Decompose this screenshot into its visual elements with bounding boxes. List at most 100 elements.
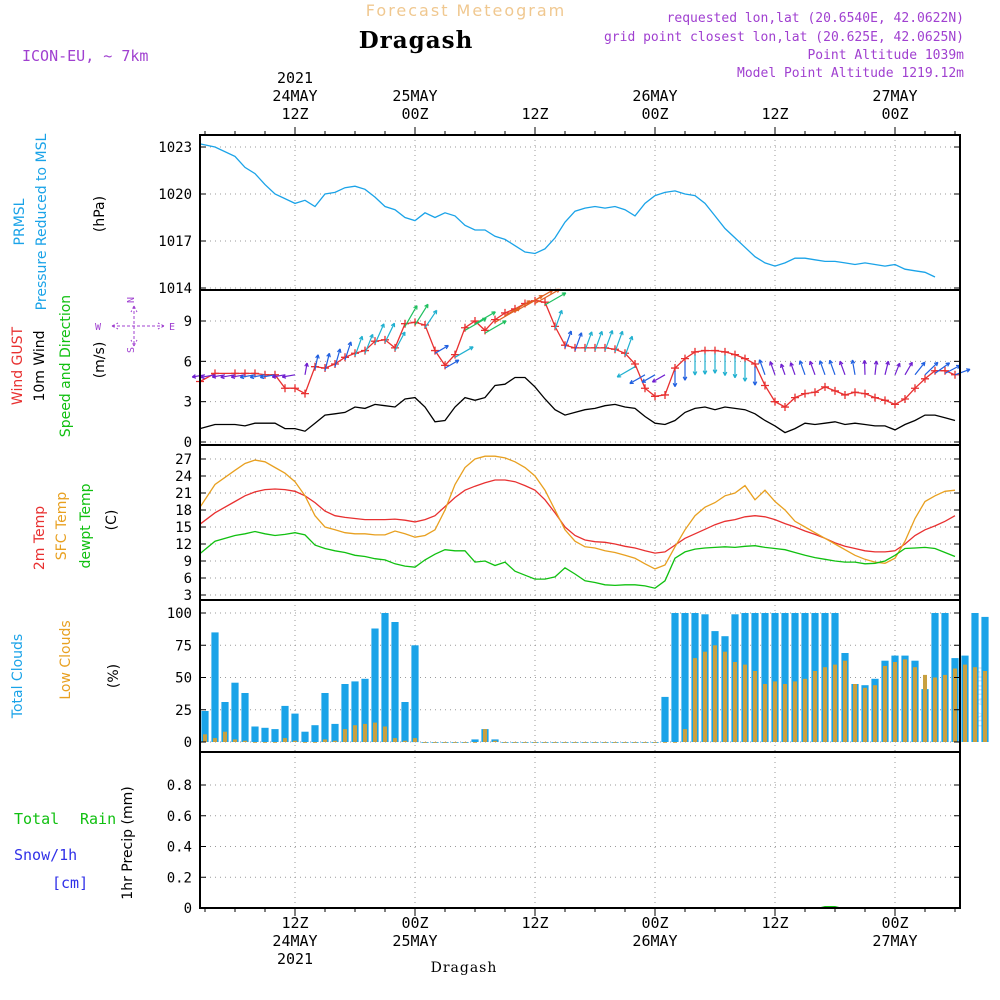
model-altitude: Model Point Altitude 1219.12m (737, 66, 964, 81)
low-cloud-bar (933, 677, 937, 742)
wind-gust-marker (611, 345, 619, 354)
low-cloud-bar (573, 742, 577, 743)
wind-direction-arrow (564, 330, 573, 349)
wind-direction-arrow (304, 362, 309, 375)
wind-direction-arrow (692, 354, 698, 376)
top-time-label: 12Z (281, 105, 308, 123)
wind-direction-arrow (758, 359, 766, 376)
total-cloud-bar (781, 613, 789, 742)
low-cloud-bar (523, 742, 527, 743)
wind-gust-marker (501, 308, 509, 317)
total-cloud-bar (661, 696, 669, 742)
wind-gust-marker (301, 389, 309, 398)
footer-location: Dragash (431, 960, 498, 976)
low-cloud-bar (463, 742, 467, 743)
bottom-time-label: 00Z (881, 914, 908, 932)
temp-unit: (C) (104, 510, 120, 531)
bottom-time-label: 12Z (521, 914, 548, 932)
wind-gust-marker (421, 321, 429, 330)
wind-direction-arrow (404, 305, 418, 327)
clouds-ytick-label: 0 (184, 735, 192, 751)
low-cloud-bar (953, 668, 957, 742)
total-cloud-bar (331, 723, 339, 742)
wind-direction-arrow (354, 335, 364, 357)
bottom-time-label: 25MAY (392, 932, 437, 950)
wind-direction-arrow (839, 360, 846, 376)
total-cloud-bar (401, 702, 409, 742)
wind-direction-arrow (904, 361, 913, 376)
temp-dewpt-line (199, 530, 956, 589)
wind-direction-arrow (894, 362, 901, 376)
bottom-time-label: 00Z (641, 914, 668, 932)
low-cloud-bar (923, 674, 927, 742)
bottom-time-label: 12Z (761, 914, 788, 932)
low-cloud-bar (363, 723, 367, 742)
low-cloud-bar (553, 742, 557, 743)
total-cloud-bar (361, 678, 369, 742)
total-cloud-bar (241, 693, 249, 742)
wind-direction-arrow (712, 353, 718, 374)
low-cloud-bar (803, 678, 807, 742)
low-cloud-bar (333, 740, 337, 742)
low-cloud-bar (843, 660, 847, 742)
low-cloud-bar (313, 742, 317, 743)
wind-direction-arrow (414, 303, 429, 326)
wind-direction-arrow (484, 320, 507, 334)
super-title: Forecast Meteogram (366, 1, 566, 20)
pressure-unit: (hPa) (92, 196, 108, 232)
wind-gust-marker (701, 346, 709, 355)
low-cloud-bar (733, 662, 737, 742)
precip-ytick-label: 0.2 (167, 870, 192, 886)
low-cloud-bar (833, 664, 837, 742)
wind-direction-arrow (722, 354, 728, 376)
top-time-label: 00Z (641, 105, 668, 123)
wind-gust-marker (881, 396, 889, 405)
low-cloud-bar (683, 729, 687, 742)
wind-gust-marker (571, 343, 579, 352)
wind-gust-marker (941, 366, 949, 375)
total-cloud-bar (391, 622, 399, 742)
wind-gust-marker (821, 382, 829, 391)
low-cloud-bar (973, 667, 977, 742)
total-cloud-bar (261, 727, 269, 742)
wind-direction-arrow (742, 361, 748, 382)
pressure-ytick-label: 1023 (158, 140, 192, 156)
wind-gust-marker (601, 343, 609, 352)
wind-gust-marker (331, 360, 339, 369)
wind-gust-marker (411, 318, 419, 327)
wind-direction-arrow (594, 330, 604, 351)
clouds-ytick-label: 75 (175, 638, 192, 654)
total-cloud-bar (801, 613, 809, 742)
cloud-label-1: Total Clouds (10, 634, 26, 719)
temp-label-2: SFC Temp (54, 492, 70, 561)
low-cloud-bar (753, 671, 757, 742)
compass-n: N (126, 297, 137, 303)
wind-direction-arrow (364, 333, 374, 354)
low-cloud-bar (413, 738, 417, 742)
compass-e: E (169, 322, 175, 333)
wind-direction-arrow (494, 307, 521, 323)
wind-direction-arrow (374, 323, 385, 345)
precip-ytick-label: 0.4 (167, 840, 192, 856)
pressure-label-2: Pressure Reduced to MSL (34, 133, 50, 310)
wind-direction-arrow (534, 288, 561, 305)
wind-direction-arrow (944, 364, 961, 374)
wind-direction-arrow (924, 361, 939, 376)
wind-direction-arrow (624, 335, 634, 357)
clouds-ytick-label: 25 (175, 703, 192, 719)
wind-gust-marker (491, 315, 499, 324)
cloud-labels: Total Clouds Low Clouds (%) (10, 620, 122, 719)
low-cloud-bar (543, 742, 547, 743)
total-cloud-bar (671, 613, 679, 742)
low-cloud-bar (593, 742, 597, 743)
pressure-labels: PRMSL Pressure Reduced to MSL (hPa) (12, 133, 108, 310)
total-cloud-bar (201, 711, 209, 742)
cloud-unit: (%) (106, 664, 122, 688)
wind-gust-marker (591, 343, 599, 352)
temp-ytick-label: 6 (184, 571, 192, 587)
temp-labels: 2m Temp SFC Temp dewpt Temp (C) (32, 483, 120, 570)
wind-label-3: Speed and Direction (58, 295, 74, 437)
wind-ytick-label: 6 (184, 354, 192, 370)
wind-direction-arrow (434, 344, 449, 354)
compass-s: S (126, 347, 137, 353)
